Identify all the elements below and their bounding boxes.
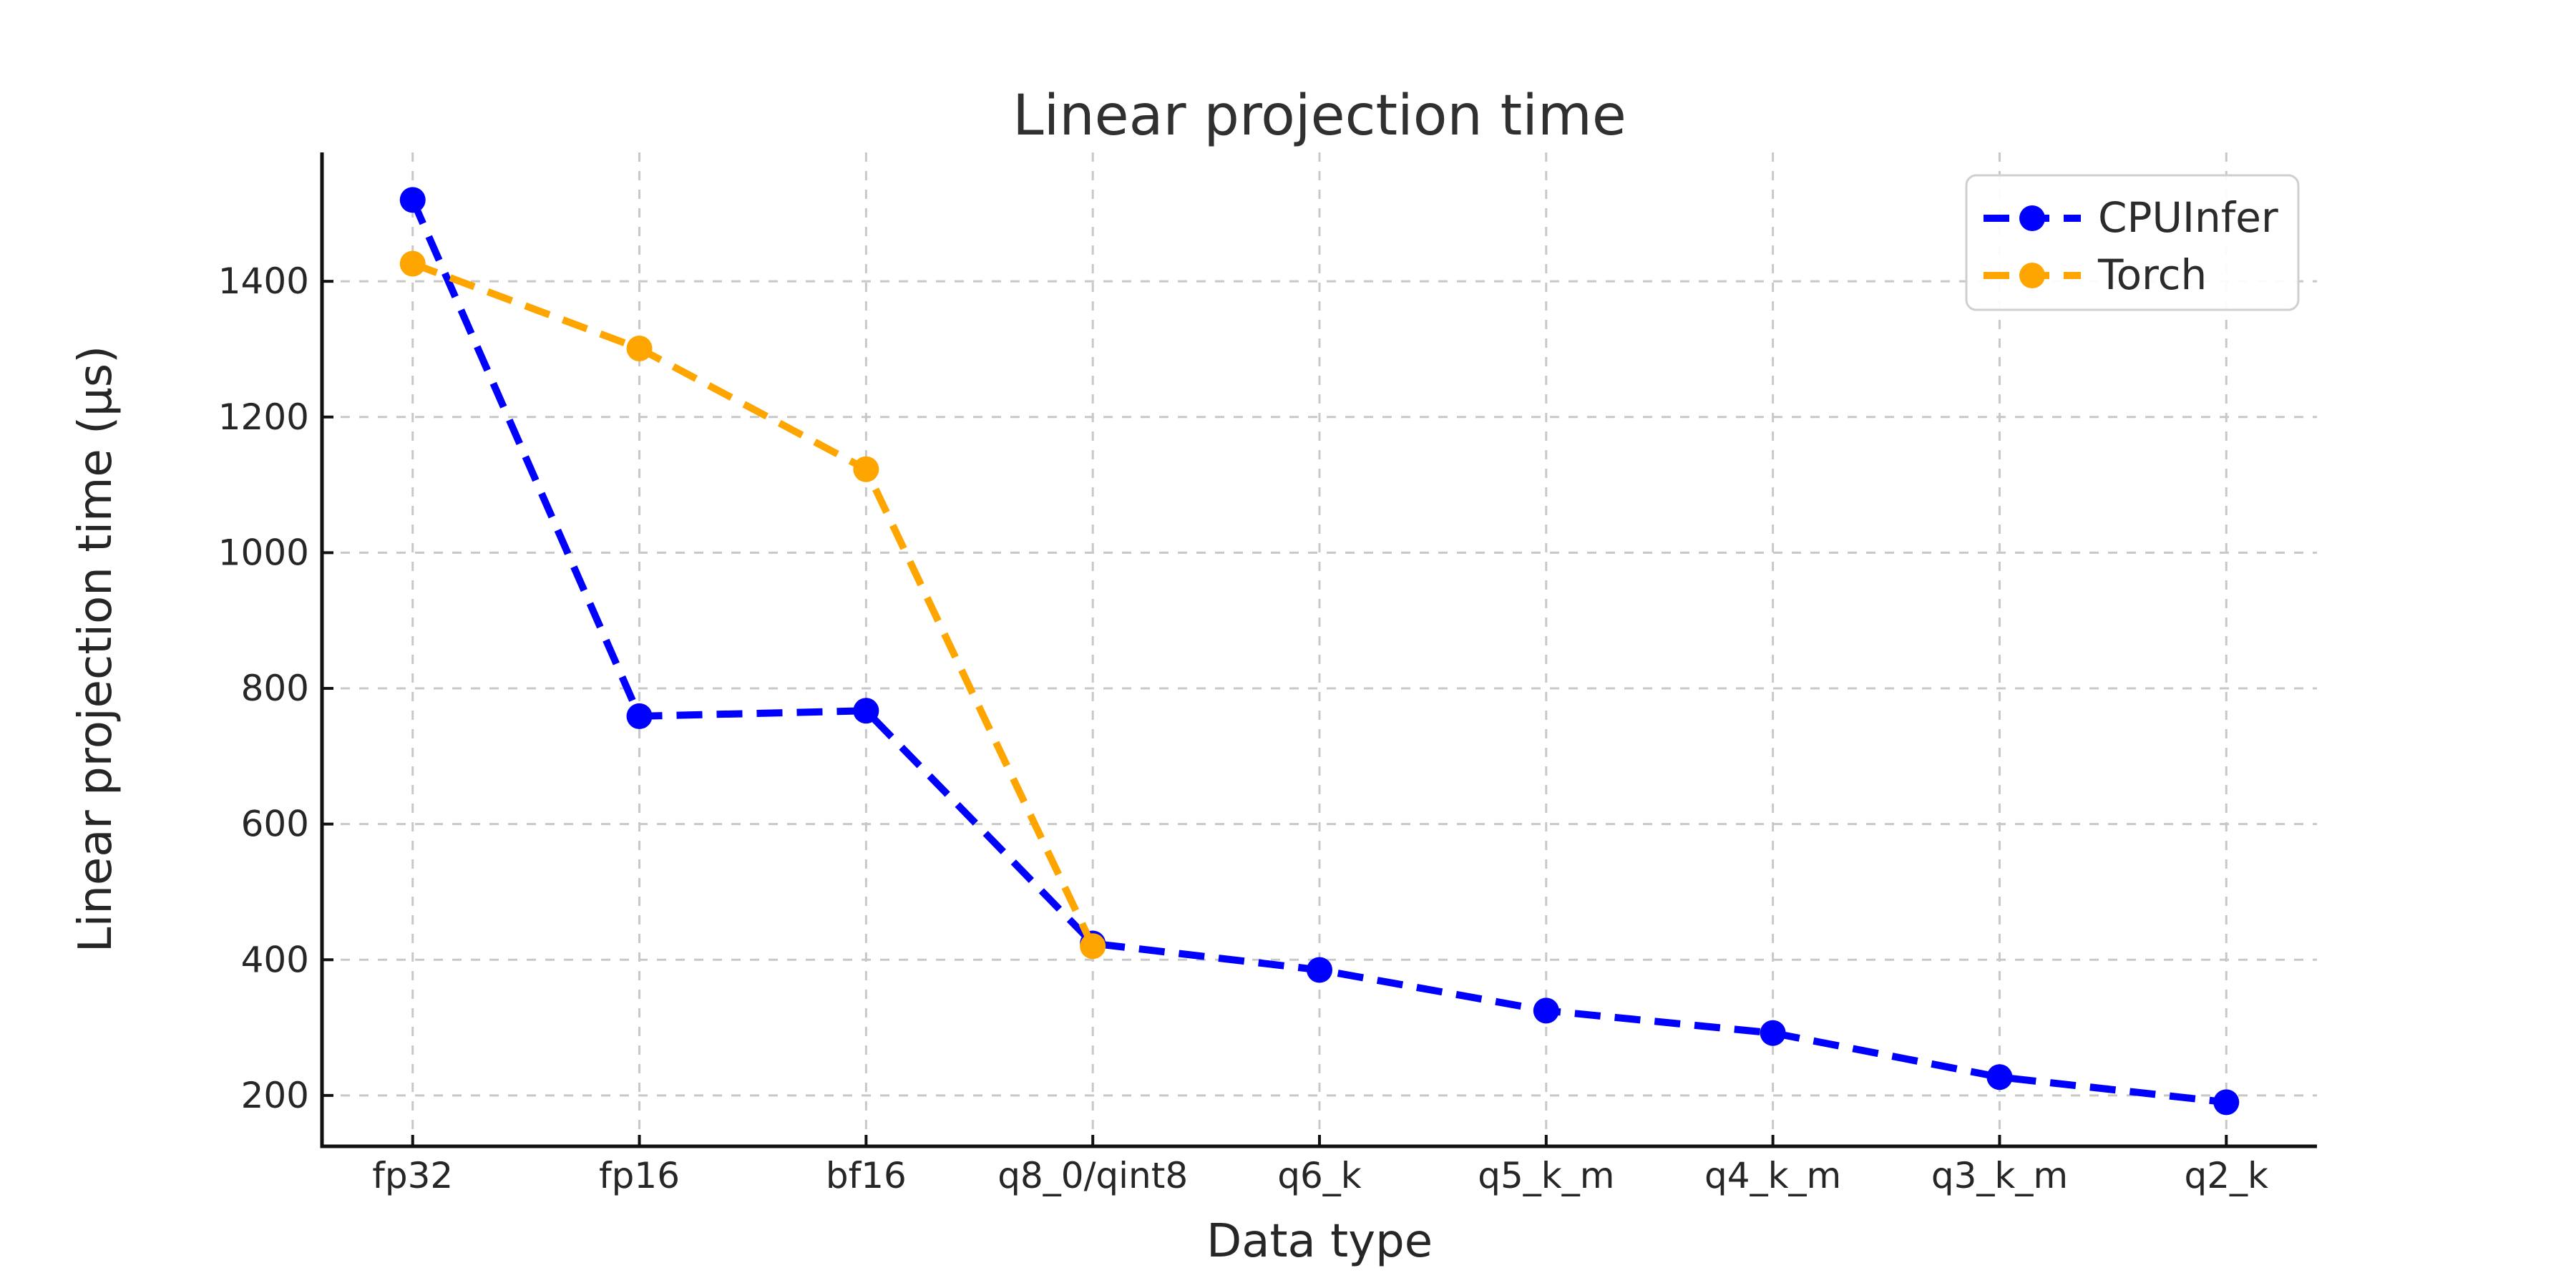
data-point-cpuinfer bbox=[1760, 1020, 1786, 1046]
x-tick-label: q2_k bbox=[2185, 1155, 2269, 1196]
y-tick-label: 1000 bbox=[218, 532, 309, 573]
data-point-torch bbox=[853, 456, 879, 482]
x-axis-label: Data type bbox=[1206, 1215, 1433, 1268]
legend-sample-marker-cpuinfer bbox=[2019, 205, 2045, 231]
x-tick-label: q6_k bbox=[1277, 1155, 1362, 1196]
data-point-cpuinfer bbox=[2213, 1089, 2240, 1116]
data-point-torch bbox=[626, 336, 653, 362]
data-point-cpuinfer bbox=[399, 187, 426, 213]
y-axis-label: Linear projection time (μs) bbox=[69, 346, 122, 952]
legend-label-cpuinfer: CPUInfer bbox=[2098, 193, 2278, 242]
y-tick-label: 1400 bbox=[218, 260, 309, 302]
axes-layer: 200 400 600 800 1000 1200 1400 fp32 fp16 bf16 q8_0… bbox=[218, 152, 2317, 1196]
legend: CPUInfer Torch bbox=[1965, 174, 2300, 311]
data-point-cpuinfer bbox=[1307, 957, 1332, 983]
x-tick-label: bf16 bbox=[826, 1155, 907, 1196]
data-point-cpuinfer bbox=[853, 698, 879, 724]
y-tick-label: 400 bbox=[241, 939, 309, 980]
legend-label-torch: Torch bbox=[2097, 250, 2207, 299]
data-point-cpuinfer bbox=[1533, 997, 1559, 1024]
x-tick-label: fp32 bbox=[372, 1155, 453, 1196]
data-point-torch bbox=[399, 250, 426, 277]
series-layer bbox=[399, 187, 2240, 1116]
series-line-torch bbox=[411, 260, 1096, 948]
y-tick-label: 800 bbox=[241, 668, 309, 709]
y-tick-label: 600 bbox=[241, 804, 309, 845]
data-point-cpuinfer bbox=[626, 703, 653, 729]
y-tick-label: 1200 bbox=[218, 396, 309, 438]
x-tick-label: q5_k_m bbox=[1478, 1155, 1614, 1196]
data-point-cpuinfer bbox=[1986, 1064, 2013, 1091]
data-point-torch bbox=[1080, 933, 1106, 960]
x-tick-label: q3_k_m bbox=[1931, 1155, 2068, 1196]
y-tick-label: 200 bbox=[241, 1075, 309, 1116]
x-tick-label: q8_0/qint8 bbox=[997, 1155, 1188, 1196]
chart-title: Linear projection time bbox=[1013, 84, 1626, 148]
x-tick-label: q4_k_m bbox=[1704, 1155, 1841, 1196]
x-tick-label: fp16 bbox=[599, 1155, 680, 1196]
legend-sample-marker-torch bbox=[2019, 263, 2045, 288]
